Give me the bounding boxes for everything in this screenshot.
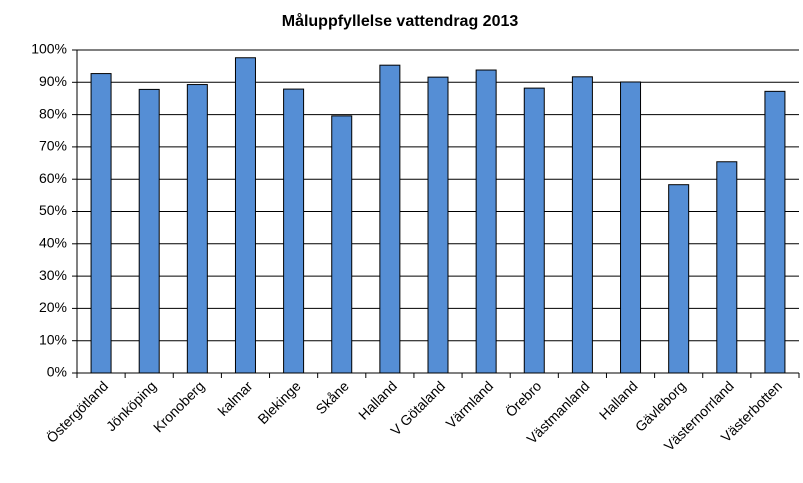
bar bbox=[475, 69, 497, 374]
bar bbox=[668, 184, 690, 374]
bar bbox=[283, 88, 305, 374]
bar bbox=[379, 64, 401, 374]
chart-title: Måluppfyllelse vattendrag 2013 bbox=[282, 12, 519, 30]
bar bbox=[620, 81, 642, 374]
bar bbox=[571, 76, 593, 374]
x-tick-label: Värmland bbox=[443, 378, 497, 432]
x-tick-label: Halland bbox=[355, 378, 400, 423]
y-tick-label: 10% bbox=[39, 331, 67, 347]
x-tick-label: Örebro bbox=[502, 377, 545, 420]
bar bbox=[138, 88, 160, 374]
y-tick-label: 30% bbox=[39, 267, 67, 283]
bar bbox=[331, 115, 353, 374]
bar bbox=[764, 90, 786, 374]
x-tick-label: Östergötland bbox=[42, 377, 111, 446]
y-tick-label: 20% bbox=[39, 299, 67, 315]
bar bbox=[90, 73, 112, 374]
y-tick-label: 0% bbox=[47, 364, 67, 380]
y-tick-label: 80% bbox=[39, 105, 67, 121]
bar bbox=[427, 76, 449, 374]
x-tick-label: Halland bbox=[596, 378, 641, 423]
y-tick-label: 40% bbox=[39, 235, 67, 251]
bar bbox=[186, 84, 208, 374]
bar bbox=[234, 57, 256, 374]
y-tick-label: 70% bbox=[39, 138, 67, 154]
x-tick-label: Kronoberg bbox=[150, 378, 208, 436]
x-tick-label: kalmar bbox=[215, 378, 256, 419]
bar bbox=[716, 161, 738, 374]
y-tick-label: 90% bbox=[39, 73, 67, 89]
y-tick-label: 60% bbox=[39, 170, 67, 186]
y-tick-label: 100% bbox=[31, 41, 67, 57]
bar bbox=[523, 87, 545, 374]
x-tick-label: Skåne bbox=[312, 378, 352, 418]
y-tick-label: 50% bbox=[39, 202, 67, 218]
x-tick-label: Blekinge bbox=[254, 378, 303, 427]
